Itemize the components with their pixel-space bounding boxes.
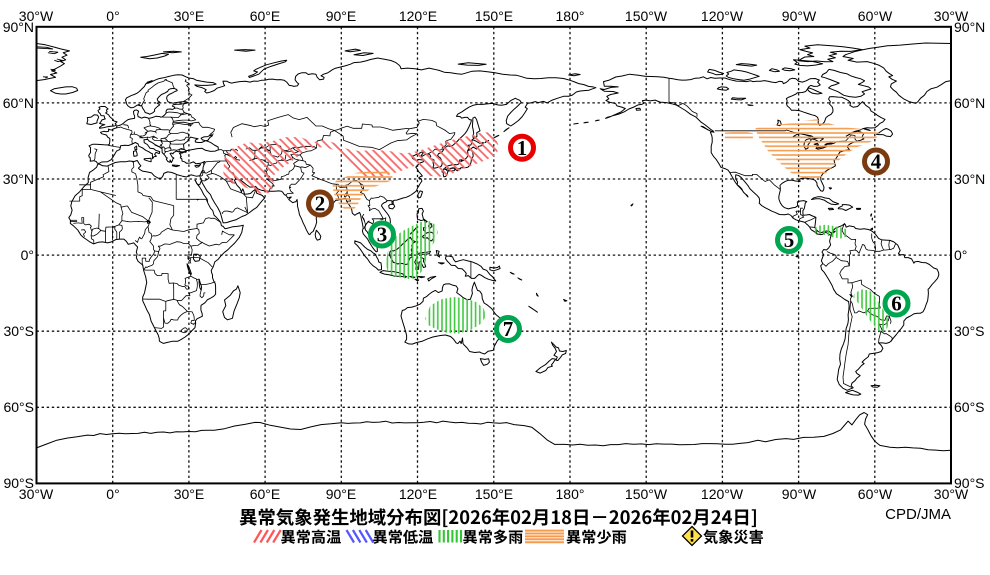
- svg-text:0°: 0°: [21, 247, 34, 263]
- svg-text:3: 3: [377, 223, 388, 247]
- svg-text:150°E: 150°E: [475, 8, 513, 24]
- svg-text:150°E: 150°E: [475, 486, 513, 502]
- svg-text:30°W: 30°W: [934, 486, 969, 502]
- svg-text:60°S: 60°S: [3, 399, 34, 415]
- svg-text:90°E: 90°E: [326, 486, 357, 502]
- svg-text:30°S: 30°S: [3, 323, 34, 339]
- svg-text:120°E: 120°E: [399, 8, 437, 24]
- svg-text:30°E: 30°E: [174, 486, 205, 502]
- svg-text:5: 5: [784, 228, 795, 252]
- svg-text:90°N: 90°N: [3, 19, 34, 35]
- svg-text:CPD/JMA: CPD/JMA: [885, 506, 951, 523]
- svg-text:30°W: 30°W: [934, 8, 969, 24]
- svg-text:6: 6: [891, 292, 902, 316]
- svg-text:120°W: 120°W: [701, 486, 744, 502]
- svg-text:30°N: 30°N: [3, 171, 34, 187]
- svg-text:60°W: 60°W: [858, 8, 893, 24]
- svg-text:90°W: 90°W: [782, 8, 817, 24]
- svg-text:30°W: 30°W: [19, 8, 54, 24]
- svg-text:60°E: 60°E: [250, 486, 281, 502]
- svg-text:60°E: 60°E: [250, 8, 281, 24]
- svg-text:1: 1: [517, 136, 528, 160]
- svg-text:150°W: 150°W: [625, 8, 668, 24]
- svg-text:30°S: 30°S: [954, 323, 985, 339]
- svg-text:90°S: 90°S: [3, 475, 34, 491]
- svg-text:2: 2: [315, 192, 326, 216]
- svg-text:30°N: 30°N: [954, 171, 985, 187]
- svg-text:0°: 0°: [106, 486, 119, 502]
- svg-text:7: 7: [503, 317, 514, 341]
- svg-text:150°W: 150°W: [625, 486, 668, 502]
- svg-text:90°S: 90°S: [954, 475, 985, 491]
- svg-text:0°: 0°: [954, 247, 967, 263]
- svg-text:180°: 180°: [556, 8, 585, 24]
- svg-text:60°W: 60°W: [858, 486, 893, 502]
- svg-text:120°W: 120°W: [701, 8, 744, 24]
- svg-text:90°W: 90°W: [782, 486, 817, 502]
- svg-text:30°E: 30°E: [174, 8, 205, 24]
- svg-text:180°: 180°: [556, 486, 585, 502]
- svg-text:4: 4: [871, 150, 882, 174]
- svg-text:60°N: 60°N: [954, 95, 985, 111]
- svg-text:90°E: 90°E: [326, 8, 357, 24]
- svg-text:60°S: 60°S: [954, 399, 985, 415]
- svg-text:0°: 0°: [106, 8, 119, 24]
- svg-text:120°E: 120°E: [399, 486, 437, 502]
- svg-text:60°N: 60°N: [3, 95, 34, 111]
- svg-text:30°W: 30°W: [19, 486, 54, 502]
- svg-text:90°N: 90°N: [954, 19, 985, 35]
